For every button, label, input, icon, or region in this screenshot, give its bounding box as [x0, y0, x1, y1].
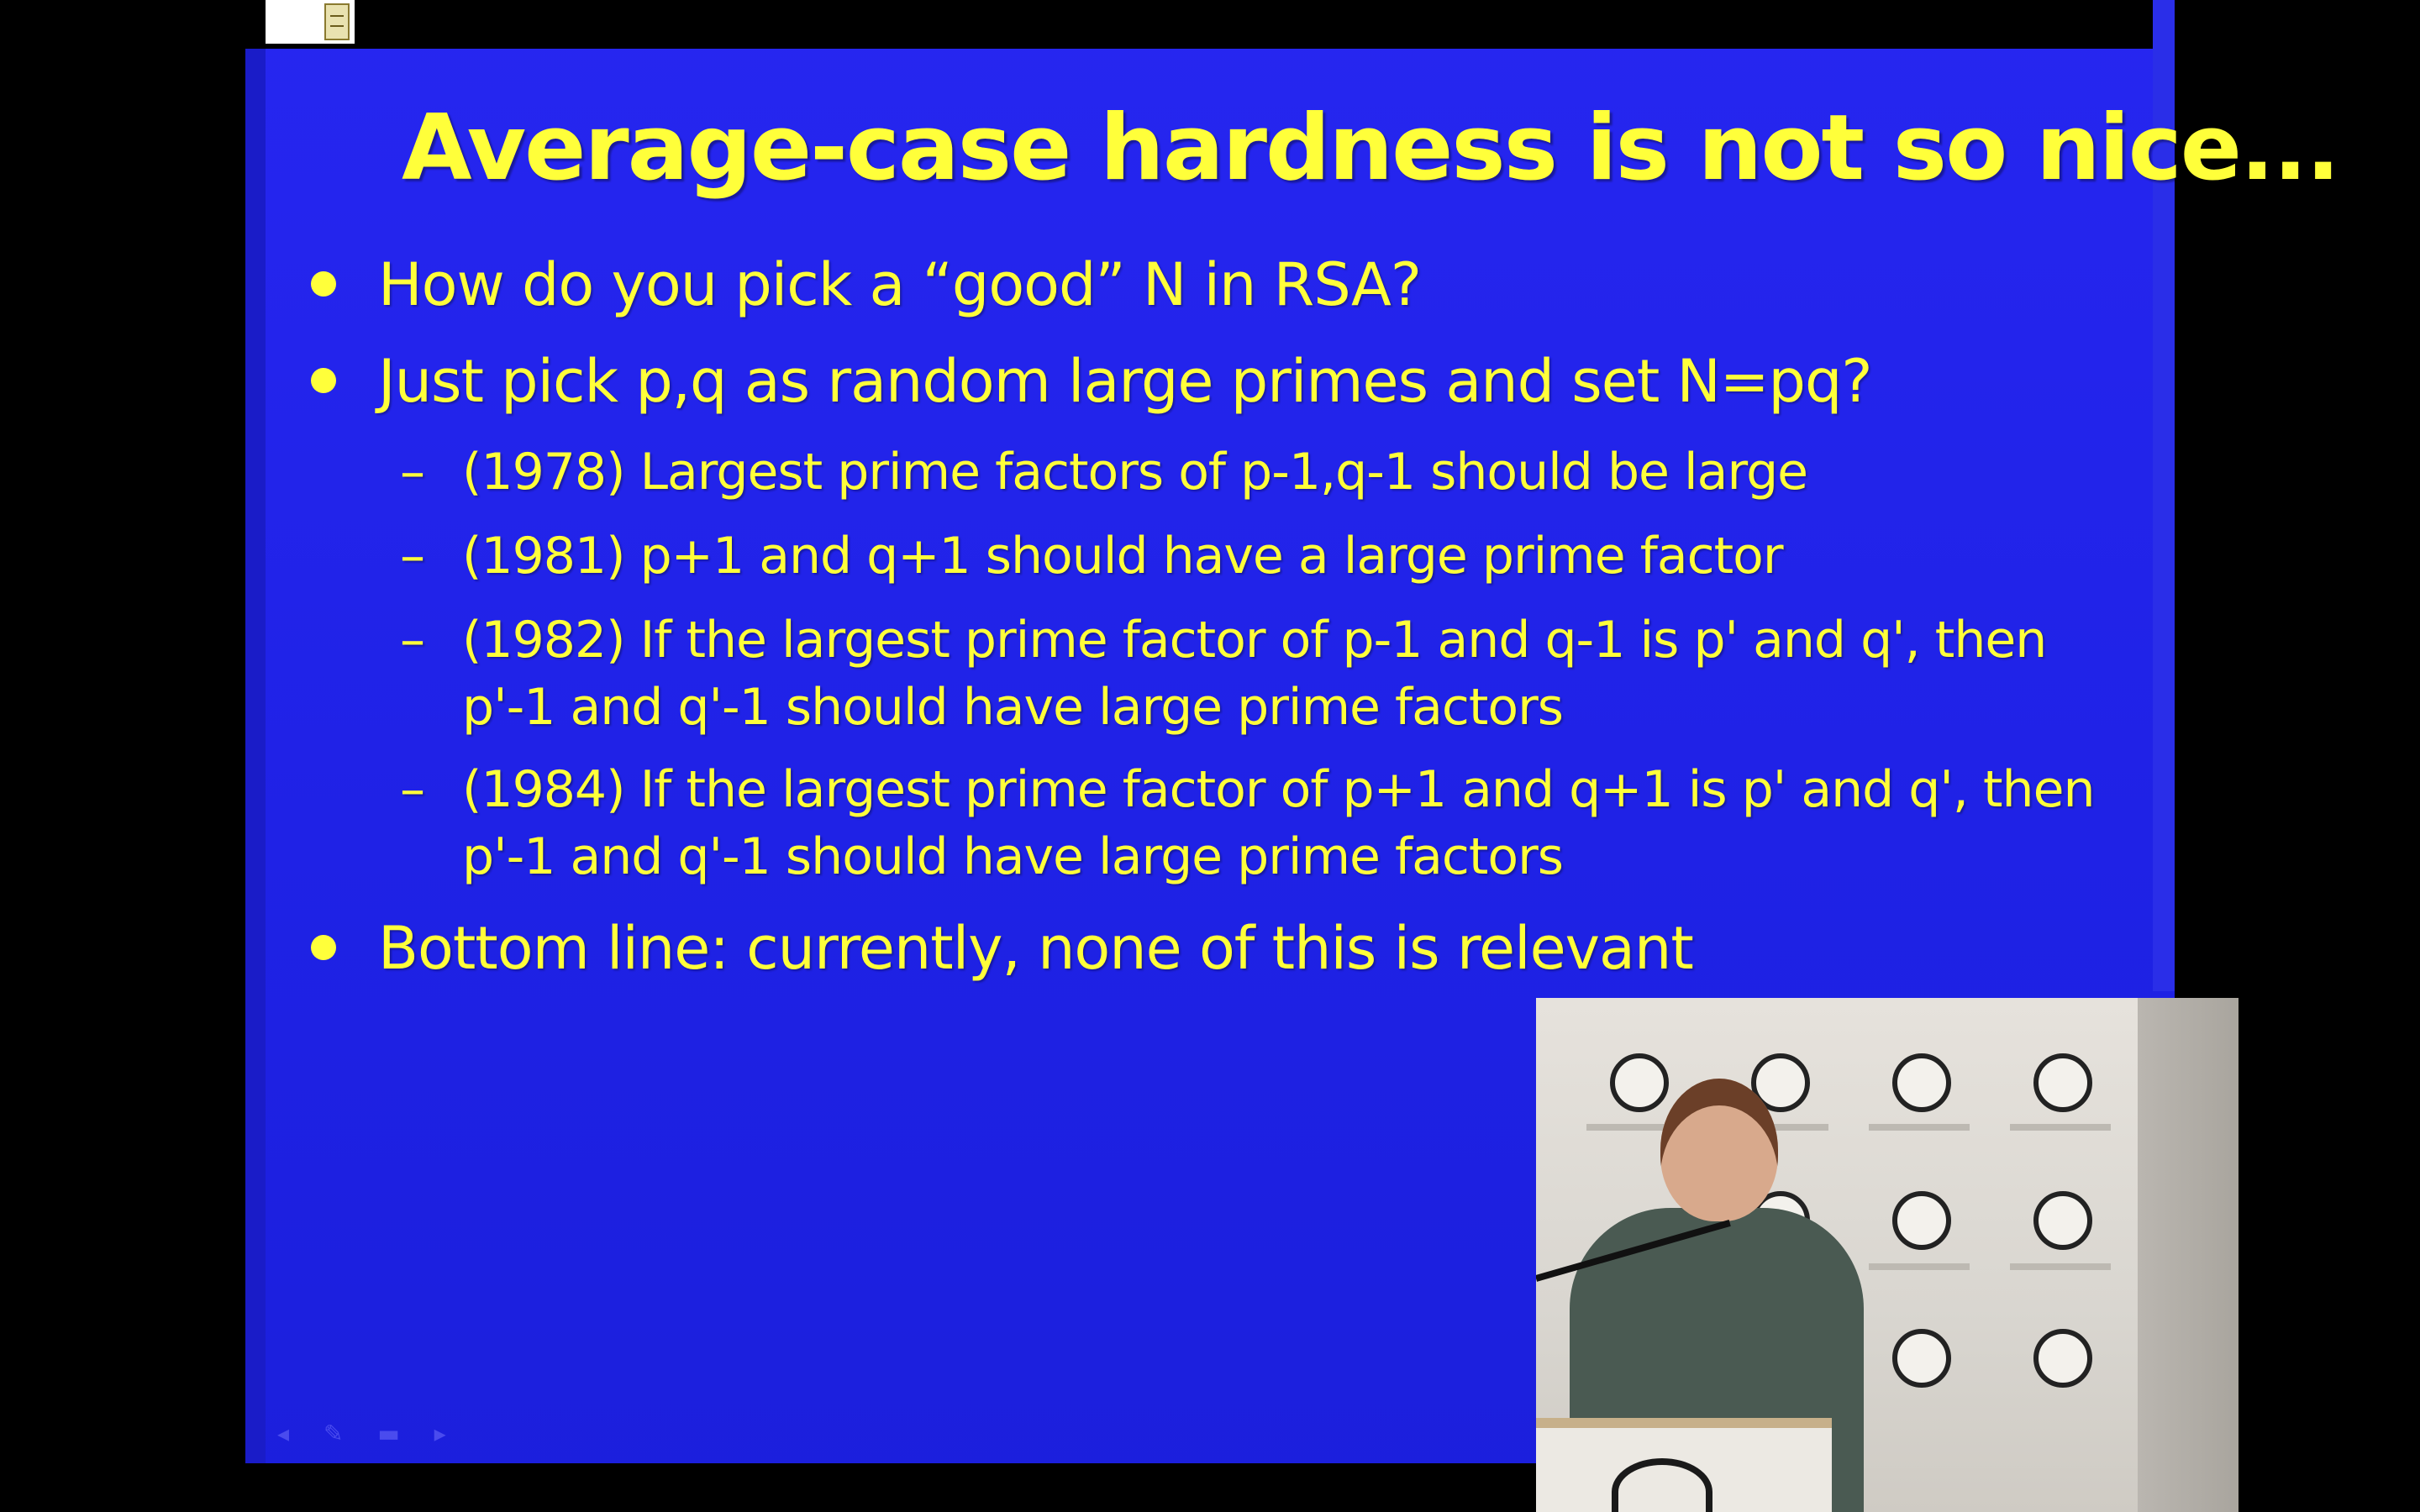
sub-bullet-text: (1978) Largest prime factors of p-1,q-1 …: [462, 443, 1808, 501]
bullet-text: How do you pick a “good” N in RSA?: [378, 250, 1422, 319]
bullet-item: Just pick p,q as random large primes and…: [311, 344, 1873, 418]
backdrop-text-strip: [1728, 1124, 1828, 1131]
backdrop-logo-icon: [2033, 1329, 2092, 1388]
slide-logo-icon: [324, 3, 350, 40]
dash-icon: –: [400, 760, 425, 819]
backdrop-pillar: [2138, 998, 2238, 1512]
bullet-dot-icon: [311, 367, 336, 393]
dash-icon: –: [400, 611, 425, 669]
bullet-item: How do you pick a “good” N in RSA?: [311, 248, 1422, 322]
backdrop-text-strip: [2010, 1124, 2111, 1131]
speaker-head: [1660, 1079, 1778, 1221]
backdrop-logo-icon: [1892, 1329, 1951, 1388]
sub-bullet-continuation: p'-1 and q'-1 should have large prime fa…: [462, 678, 1564, 737]
speaker-video-inset: [1536, 998, 2238, 1512]
podium-logo-icon: [1612, 1458, 1712, 1512]
sub-bullet-item: – (1984) If the largest prime factor of p…: [400, 756, 2123, 890]
sub-bullet-continuation: p'-1 and q'-1 should have large prime fa…: [462, 827, 1564, 886]
bullet-dot-icon: [311, 934, 336, 960]
sub-bullet-text: (1981) p+1 and q+1 should have a large p…: [462, 527, 1783, 585]
backdrop-logo-icon: [1610, 1053, 1669, 1112]
dash-icon: –: [400, 443, 425, 501]
letterbox-top: [245, 0, 2153, 49]
backdrop-logo-icon: [2033, 1191, 2092, 1250]
bullet-item: Bottom line: currently, none of this is …: [311, 911, 1694, 985]
bullet-text: Bottom line: currently, none of this is …: [378, 914, 1694, 983]
sub-bullet-item: – (1981) p+1 and q+1 should have a large …: [400, 522, 2123, 590]
slide-right-edge: [2153, 0, 2175, 991]
backdrop-logo-icon: [2033, 1053, 2092, 1112]
presentation-slide: [245, 0, 2175, 1512]
bullet-text: Just pick p,q as random large primes and…: [378, 347, 1873, 416]
slide-title: Average-case hardness is not so nice...: [402, 96, 2340, 201]
backdrop-logo-icon: [1892, 1191, 1951, 1250]
backdrop-text-strip: [1586, 1124, 1687, 1131]
sub-bullet-text: (1984) If the largest prime factor of p+…: [462, 760, 2096, 819]
bullet-dot-icon: [311, 270, 336, 297]
slide-toolbar-icons[interactable]: ◂ ✎ ▬ ▸: [277, 1420, 460, 1447]
backdrop-text-strip: [1869, 1124, 1970, 1131]
dash-icon: –: [400, 527, 425, 585]
backdrop-logo-icon: [1892, 1053, 1951, 1112]
backdrop-text-strip: [2010, 1263, 2111, 1270]
sub-bullet-item: – (1982) If the largest prime factor of p…: [400, 606, 2123, 741]
backdrop-text-strip: [1869, 1263, 1970, 1270]
sub-bullet-item: – (1978) Largest prime factors of p-1,q-1…: [400, 438, 2123, 506]
sub-bullet-text: (1982) If the largest prime factor of p-…: [462, 611, 2047, 669]
